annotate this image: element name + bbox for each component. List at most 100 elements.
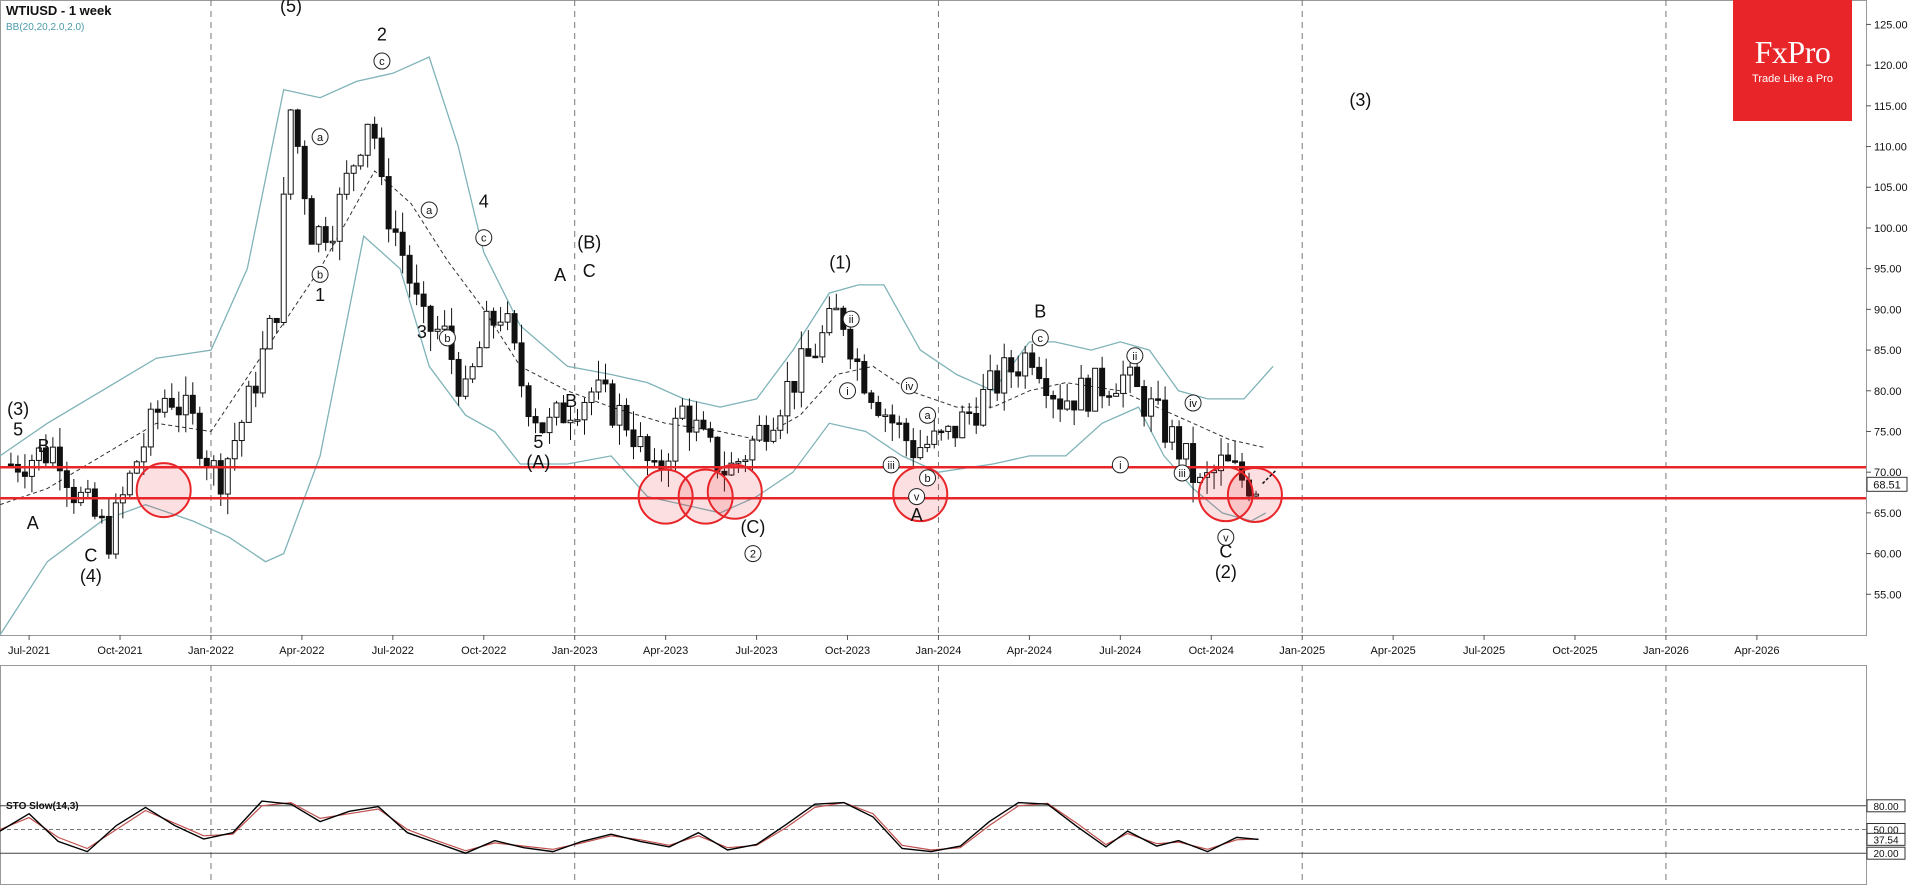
candle-body (126, 472, 133, 496)
candle-body (574, 419, 581, 422)
candle-body (329, 240, 336, 244)
candle-body (945, 425, 952, 432)
candle-body (805, 348, 812, 357)
wave-label: A (554, 265, 566, 285)
sto-level-box (1866, 799, 1906, 813)
candle-body (378, 137, 385, 178)
candle-body (602, 379, 609, 385)
candle-body (196, 412, 203, 459)
candle-body (854, 358, 861, 363)
wave-label: (3) (1349, 90, 1371, 110)
wave-label: (3) (7, 399, 29, 419)
candle-body (847, 328, 854, 360)
candle-body (910, 440, 917, 459)
candle-body (1148, 398, 1155, 417)
x-tick-label: Jan-2026 (1643, 645, 1689, 657)
candle-body (308, 198, 315, 245)
candle-body (217, 460, 224, 495)
candle-body (175, 406, 182, 416)
bollinger-upper-band (0, 56, 1274, 457)
highlight-circle (706, 463, 763, 520)
sto-level-label: 20.00 (1873, 849, 1898, 860)
candle-body (1183, 443, 1190, 460)
circled-wave-label: ii (1132, 351, 1137, 363)
candle-body (1085, 377, 1092, 412)
y-tick-label: 80.00 (1874, 386, 1902, 398)
candle-body (399, 231, 406, 256)
wave-label: 4 (479, 192, 489, 212)
candle-body (756, 424, 763, 441)
candle-body (770, 429, 777, 442)
candle-body (1057, 398, 1064, 410)
x-tick-label: Apr-2023 (643, 645, 688, 657)
sto-level-label: 37.54 (1873, 835, 1898, 846)
candle-body (616, 404, 623, 426)
candle-body (476, 347, 483, 368)
candle-body (224, 458, 231, 495)
wave-label: (5) (280, 0, 302, 16)
current-price-box (1866, 476, 1908, 492)
candle-body (49, 446, 56, 464)
candle-body (392, 228, 399, 233)
logo-tagline: Trade Like a Pro (1752, 73, 1833, 85)
candle-body (154, 408, 161, 413)
candle-body (693, 419, 700, 433)
candle-body (959, 411, 966, 439)
circled-wave-label: ii (849, 314, 854, 326)
y-tick-label: 65.00 (1874, 508, 1902, 520)
candle-body (301, 145, 308, 200)
candle-body (434, 328, 441, 332)
candle-body (455, 358, 462, 397)
x-tick-label: Apr-2026 (1734, 645, 1779, 657)
wave-circle (1031, 329, 1049, 347)
candle-body (245, 385, 252, 423)
candle-body (483, 310, 490, 349)
candle-body (1092, 367, 1099, 412)
candle-body (238, 421, 245, 442)
highlight-circle (637, 468, 694, 525)
candle-body (84, 488, 91, 493)
wave-label: C (583, 261, 596, 281)
candle-body (812, 355, 819, 359)
candle-body (644, 436, 651, 462)
candle-body (861, 361, 868, 394)
wave-label: 1 (315, 285, 325, 305)
fxpro-logo: FxPro Trade Like a Pro (1733, 0, 1852, 121)
candle-body (1064, 400, 1071, 410)
candle-body (1127, 366, 1134, 376)
y-tick-label: 95.00 (1874, 264, 1902, 276)
wave-label: B (38, 436, 50, 456)
y-tick-label: 120.00 (1874, 60, 1908, 72)
chart-title: WTIUSD - 1 week (6, 3, 112, 18)
candle-body (420, 293, 427, 307)
candle-body (371, 123, 378, 139)
logo-brand: FxPro (1754, 34, 1831, 70)
highlight-circle (135, 462, 192, 519)
candle-body (791, 380, 798, 393)
wave-label: C (1219, 542, 1232, 562)
candle-body (784, 380, 791, 417)
candle-body (567, 419, 574, 424)
circled-wave-label: a (317, 132, 324, 144)
wave-circle (744, 545, 762, 563)
wave-circle (839, 382, 857, 400)
candle-body (581, 401, 588, 421)
candle-body (140, 446, 147, 463)
candle-body (973, 412, 980, 426)
wave-label: (4) (80, 566, 102, 586)
candle-body (896, 422, 903, 425)
candle-body (189, 394, 196, 414)
wave-label: 5 (533, 432, 543, 452)
x-tick-label: Apr-2024 (1007, 645, 1052, 657)
candle-body (917, 447, 924, 459)
candle-body (112, 502, 119, 555)
candle-body (539, 422, 546, 434)
x-tick-label: Oct-2025 (1552, 645, 1597, 657)
candle-body (56, 446, 63, 472)
candle-body (553, 402, 560, 418)
candle-body (1190, 443, 1197, 483)
candle-body (1134, 366, 1141, 388)
candle-body (1008, 357, 1015, 373)
candle-body (1043, 378, 1050, 396)
candle-body (63, 470, 70, 488)
